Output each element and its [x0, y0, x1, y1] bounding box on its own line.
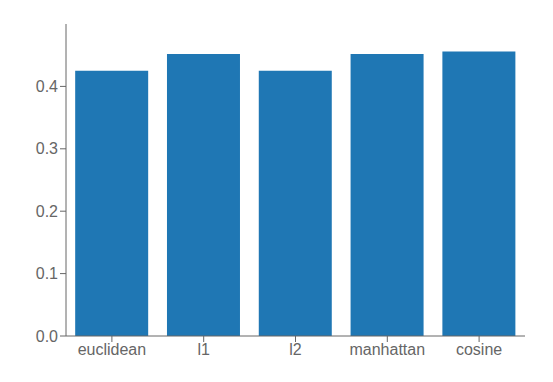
svg-text:cosine: cosine — [456, 341, 502, 358]
svg-text:manhattan: manhattan — [349, 341, 425, 358]
svg-text:0.2: 0.2 — [36, 203, 58, 220]
svg-text:0.1: 0.1 — [36, 265, 58, 282]
svg-text:0.0: 0.0 — [36, 328, 58, 345]
svg-text:l2: l2 — [289, 341, 302, 358]
svg-text:euclidean: euclidean — [78, 341, 147, 358]
svg-text:0.3: 0.3 — [36, 140, 58, 157]
svg-text:0.4: 0.4 — [36, 78, 58, 95]
svg-text:l1: l1 — [197, 341, 210, 358]
